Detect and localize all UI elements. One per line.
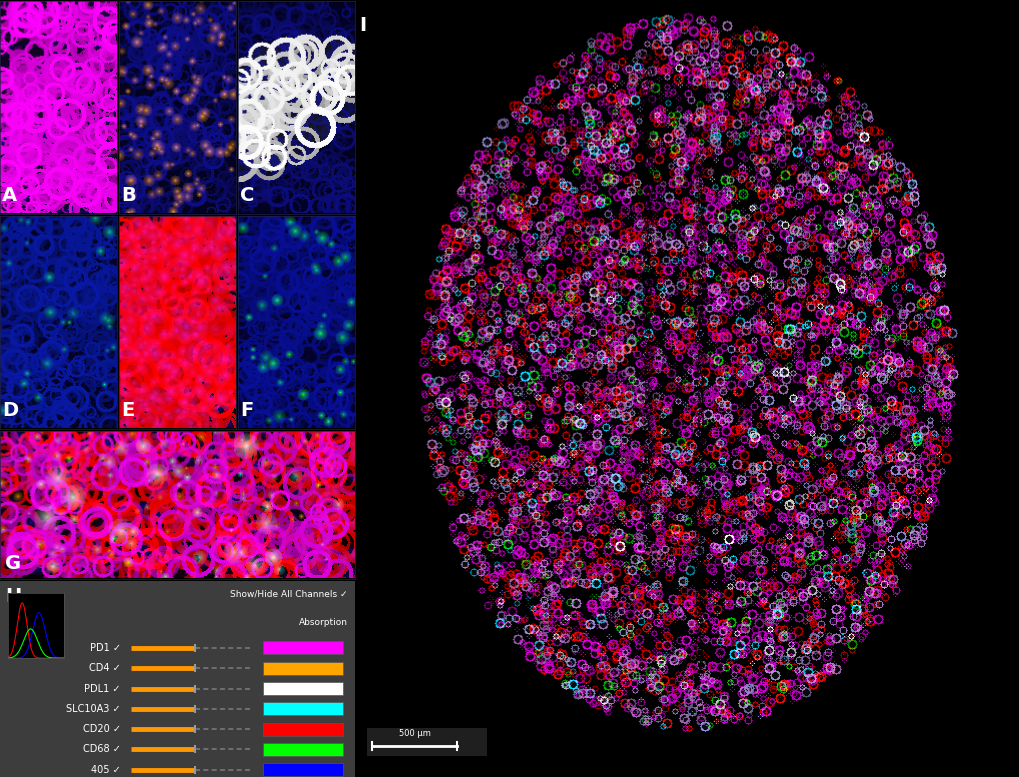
Text: F: F <box>239 402 253 420</box>
Text: H: H <box>5 587 21 606</box>
Text: CD4 ✓: CD4 ✓ <box>89 664 120 674</box>
Bar <box>263 723 342 736</box>
Text: PDL1 ✓: PDL1 ✓ <box>85 684 120 694</box>
Text: 500 μm: 500 μm <box>398 729 430 738</box>
Text: SLC10A3 ✓: SLC10A3 ✓ <box>66 704 120 714</box>
Text: Show/Hide All Channels ✓: Show/Hide All Channels ✓ <box>230 589 347 598</box>
Text: PD1 ✓: PD1 ✓ <box>90 643 120 653</box>
Text: D: D <box>2 402 18 420</box>
Bar <box>263 682 342 695</box>
Text: C: C <box>239 186 254 205</box>
Bar <box>263 642 342 654</box>
FancyBboxPatch shape <box>367 728 486 756</box>
Bar <box>263 702 342 716</box>
Text: E: E <box>120 402 133 420</box>
Text: 405 ✓: 405 ✓ <box>91 765 120 775</box>
Text: CD68 ✓: CD68 ✓ <box>83 744 120 754</box>
Bar <box>263 763 342 776</box>
Text: A: A <box>2 186 17 205</box>
Text: G: G <box>5 554 21 573</box>
Text: CD20 ✓: CD20 ✓ <box>83 724 120 734</box>
Bar <box>263 662 342 674</box>
Bar <box>263 743 342 756</box>
Text: Absorption: Absorption <box>299 618 347 626</box>
Text: B: B <box>120 186 136 205</box>
Text: I: I <box>359 16 366 35</box>
